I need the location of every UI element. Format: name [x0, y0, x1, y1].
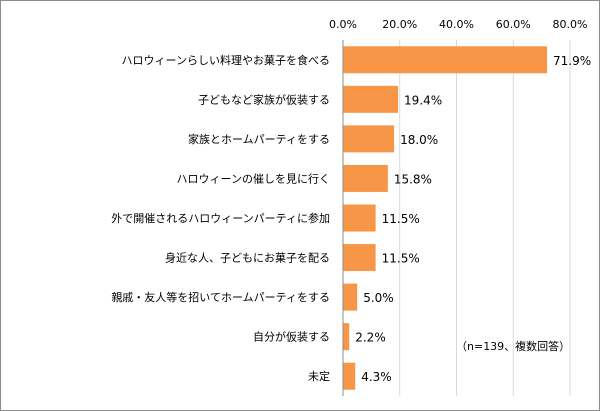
bar — [343, 244, 376, 272]
sample-note: （n=139、複数回答） — [456, 339, 570, 353]
bar — [343, 46, 548, 74]
x-tick-label: 80.0% — [553, 18, 588, 31]
x-tick-label: 0.0% — [329, 18, 357, 31]
category-label: ハロウィーンの催しを見に行く — [177, 171, 330, 185]
bar — [343, 323, 350, 351]
data-label: 18.0% — [400, 133, 438, 147]
data-label: 4.3% — [361, 370, 392, 384]
data-label: 5.0% — [363, 291, 394, 305]
bar — [343, 362, 356, 390]
x-tick-label: 40.0% — [439, 18, 474, 31]
bars — [343, 46, 548, 390]
category-label: ハロウィーンらしい料理やお菓子を食べる — [122, 53, 330, 67]
x-tick-label: 20.0% — [382, 18, 417, 31]
category-label: 子どもなど家族が仮装する — [198, 92, 330, 106]
bar — [343, 125, 395, 153]
category-label: 家族とホームパーティをする — [188, 132, 330, 146]
gridlines — [399, 40, 571, 396]
data-label: 2.2% — [355, 331, 386, 345]
category-label: 身近な人、子どもにお菓子を配る — [165, 251, 330, 265]
category-label: 未定 — [308, 369, 330, 383]
x-axis-ticks: 0.0% 20.0% 40.0% 60.0% 80.0% — [329, 18, 587, 31]
data-label: 11.5% — [382, 212, 420, 226]
bar — [343, 85, 399, 113]
bar — [343, 283, 358, 311]
bar — [343, 204, 376, 232]
data-label: 19.4% — [404, 93, 442, 107]
category-label: 自分が仮装する — [253, 330, 330, 344]
category-labels: ハロウィーンらしい料理やお菓子を食べる子どもなど家族が仮装する家族とホームパーテ… — [111, 53, 330, 383]
category-label: 親戚・友人等を招いてホームパーティをする — [111, 290, 330, 304]
category-label: 外で開催されるハロウィーンパーティに参加 — [111, 211, 330, 225]
x-tick-label: 60.0% — [496, 18, 531, 31]
data-label: 15.8% — [394, 172, 432, 186]
data-label: 71.9% — [553, 54, 591, 68]
data-labels: 71.9% 19.4% 18.0% 15.8% 11.5% 11.5% 5.0% 2.2% 4.… — [355, 54, 591, 384]
data-label: 11.5% — [382, 252, 420, 266]
bar — [343, 164, 388, 192]
